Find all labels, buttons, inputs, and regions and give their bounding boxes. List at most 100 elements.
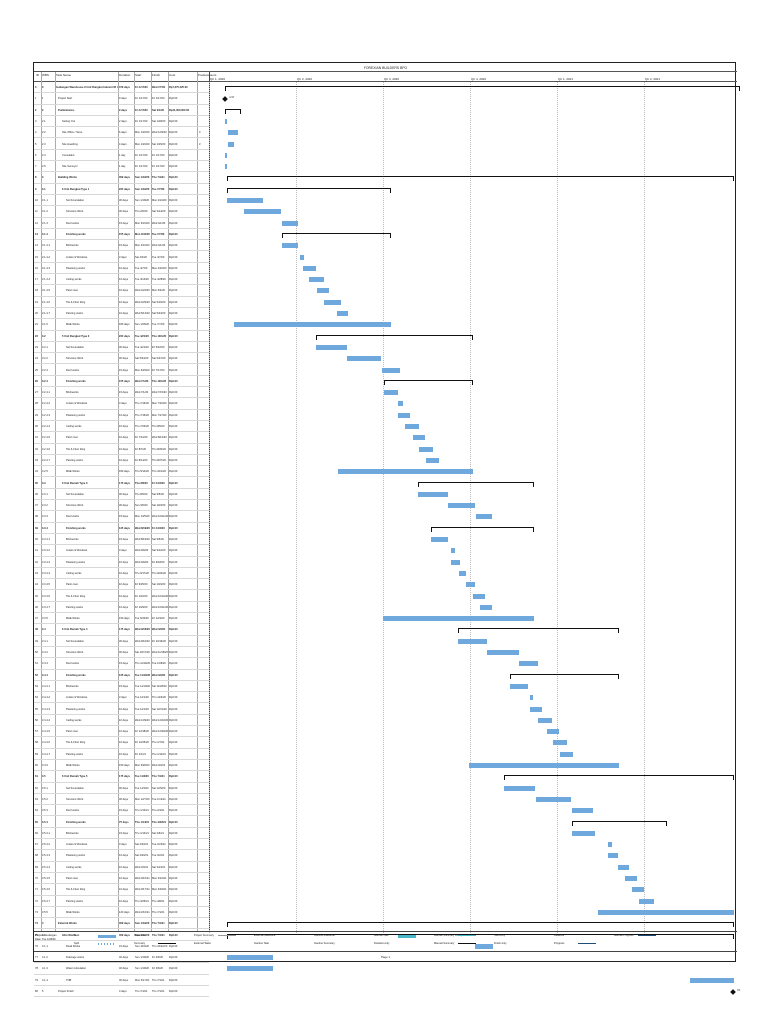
task-bar[interactable] [227, 955, 274, 961]
task-bar[interactable] [624, 876, 638, 881]
task-bar[interactable] [244, 209, 281, 215]
task-bar[interactable] [510, 683, 529, 689]
task-row[interactable]: 45 3.3.4.6 Tile & Floor tiling 10 days Fri 1… [34, 591, 209, 602]
task-row[interactable]: 0 0 Gudangan Warehouse 9 Unit Rungkut Indu… [34, 82, 209, 94]
task-row[interactable]: 30 3.2.4.4 Ceiling works 10 days Thu 7/23/20… [34, 421, 209, 433]
task-row[interactable]: 17 3.1.4.4 Ceiling works 10 days Tue 4/14/20… [34, 274, 209, 286]
summary-bar[interactable] [457, 628, 620, 634]
task-bar[interactable] [458, 570, 467, 576]
task-row[interactable]: 57 3.4.4.5 Paint coat 10 days Fri 12/18/20 We… [34, 726, 209, 738]
task-bar[interactable] [639, 898, 654, 904]
task-bar[interactable] [572, 808, 594, 814]
task-bar[interactable] [503, 785, 536, 791]
task-row[interactable]: 74 4 External Works 359 days Sun 1/19/20 Thu … [34, 918, 209, 930]
task-row[interactable]: 39 3.3.4 Finishing works 125 days Wed 8/19/2… [34, 523, 209, 534]
summary-bar[interactable] [227, 176, 734, 182]
task-row[interactable]: 46 3.3.4.7 Painting works 10 days Fri 10/9/2… [34, 602, 209, 614]
task-row[interactable]: 42 3.3.4.3 Plastering works 10 days Wed 9/9/… [34, 557, 209, 568]
task-row[interactable]: 69 3.5.4.4 Ceiling works 10 days Wed 3/3/21 S… [34, 862, 209, 873]
task-row[interactable]: 3 2.1 Setting Out 2 days Fri 1/17/20 Sat 1/18… [34, 116, 209, 128]
task-row[interactable]: 44 3.3.4.5 Paint coat 10 days Fri 9/25/20 Sat… [34, 579, 209, 591]
task-row[interactable]: 26 3.2.4 Finishing works 155 days Wed 7/1/20… [34, 376, 209, 388]
task-row[interactable]: 33 3.2.4.7 Painting works 10 days Fri 8/14/2… [34, 455, 209, 467]
task-row[interactable]: 55 3.4.4.3 Plastering works 10 days Tue 12/1… [34, 704, 209, 715]
task-bar[interactable] [418, 491, 449, 497]
task-bar[interactable] [227, 198, 263, 203]
task-bar[interactable] [530, 706, 542, 712]
task-row[interactable]: 41 3.3.4.2 Lintels & Windows 3 days Wed 9/9/… [34, 545, 209, 557]
task-row[interactable]: 48 3.4 6 Unit Rumah Type 4 175 days Wed 9/16… [34, 624, 209, 636]
task-row[interactable]: 36 3.3.1 Soil Foundation 30 days Thu 8/6/20 S… [34, 489, 209, 501]
task-bar[interactable] [559, 751, 574, 757]
summary-bar[interactable] [225, 108, 241, 114]
task-bar[interactable] [450, 559, 461, 565]
task-row[interactable]: 59 3.4.4.7 Painting works 10 days Fri 1/1/21… [34, 749, 209, 760]
task-row[interactable]: 24 3.2.2 Structure Work 30 days Sat 5/23/20 S… [34, 353, 209, 365]
task-row[interactable]: 9 3.1 6 Unit Rungkut Type 1 224 days Sun 1/1… [34, 184, 209, 195]
task-row[interactable]: 10 3.1.1 Soil Foundation 30 days Sun 1/19/20… [34, 195, 209, 207]
task-bar[interactable] [383, 616, 535, 622]
task-row[interactable]: 6 2.4 Consultant 1 day Fri 1/17/20 Fri 1/17/2… [34, 150, 209, 162]
task-row[interactable]: 56 3.4.4.4 Ceiling works 10 days Wed 12/9/20… [34, 715, 209, 727]
task-row[interactable]: 25 3.2.3 Roof works 15 days Mon 6/29/20 Fri 7… [34, 365, 209, 376]
task-row[interactable]: 1 1 Project Start 0 days Fri 1/17/20 Fri 1/17… [34, 93, 209, 105]
task-row[interactable]: 13 3.1.4 Finishing works 155 days Mon 3/16/2… [34, 229, 209, 241]
task-row[interactable]: 37 3.3.2 Structure Work 30 days Sun 9/6/20 Sa… [34, 500, 209, 512]
task-row[interactable]: 65 3.5.4 Finishing works 75 days Thu 1/14/21… [34, 817, 209, 828]
task-bar[interactable] [227, 966, 274, 972]
task-bar[interactable] [450, 548, 455, 554]
task-bar[interactable] [302, 265, 317, 271]
task-bar[interactable] [518, 661, 538, 667]
task-bar[interactable] [398, 401, 404, 407]
summary-bar[interactable] [384, 379, 473, 385]
summary-bar[interactable] [227, 922, 734, 928]
task-row[interactable]: 72 3.5.4.7 Painting works 10 days Thu 3/25/2… [34, 896, 209, 907]
task-bar[interactable] [299, 254, 304, 260]
task-bar[interactable] [607, 842, 612, 848]
task-bar[interactable] [631, 887, 645, 893]
task-bar[interactable] [384, 390, 399, 396]
task-row[interactable]: 61 3.5 6 Unit Rumah Type 5 175 days Tue 11/3… [34, 771, 209, 783]
task-row[interactable]: 12 3.1.3 Roof works 15 days Mon 3/16/20 Wed 4… [34, 218, 209, 229]
task-row[interactable]: 62 3.5.1 Soil Foundation 30 days Tue 11/3/20… [34, 783, 209, 794]
task-row[interactable]: 68 3.5.4.3 Plastering works 10 days Sat 2/20… [34, 850, 209, 862]
task-bar[interactable] [323, 299, 341, 305]
task-row[interactable]: 80 5 Project Finish 0 days Thu 7/1/21 Thu 7/1… [34, 986, 209, 998]
task-row[interactable]: 29 3.2.4.3 Plastering works 10 days Thu 7/16… [34, 410, 209, 421]
task-row[interactable]: 21 3.1.5 M&E Works 180 days Sun 1/26/20 Tue 7… [34, 319, 209, 331]
task-bar[interactable] [572, 830, 596, 836]
task-row[interactable]: 7 2.5 Site Surveyor 1 day Fri 1/17/20 Fri 1/1… [34, 161, 209, 173]
task-bar[interactable] [546, 729, 559, 735]
task-bar[interactable] [607, 853, 619, 859]
task-bar[interactable] [398, 412, 410, 418]
task-row[interactable]: 5 2.3 Site Hoarding 4 days Mon 1/20/20 Sat 1/… [34, 139, 209, 150]
task-row[interactable]: 51 3.4.3 Roof works 15 days Thu 11/19/20 Tue … [34, 658, 209, 670]
task-bar[interactable] [233, 322, 391, 328]
task-row[interactable]: 73 3.5.5 M&E Works 120 days Wed 2/10/21 Thu 7… [34, 907, 209, 919]
task-row[interactable]: 52 3.4.4 Finishing works 125 days Tue 11/10/… [34, 670, 209, 681]
task-row[interactable]: 64 3.5.3 Roof works 15 days Thu 1/14/21 Thu 2… [34, 805, 209, 817]
summary-bar[interactable] [227, 933, 734, 939]
task-row[interactable]: 27 3.2.4.1 Brickworks 15 days Wed 7/1/20 Wed … [34, 387, 209, 399]
task-bar[interactable] [225, 118, 228, 124]
task-row[interactable]: 53 3.4.4.1 Brickworks 15 days Tue 11/10/20 Sa… [34, 681, 209, 693]
task-bar[interactable] [419, 446, 433, 452]
summary-bar[interactable] [281, 232, 391, 238]
task-bar[interactable] [530, 695, 534, 701]
task-row[interactable]: 47 3.3.5 M&E Works 150 days Tue 6/30/20 Fri 1… [34, 613, 209, 625]
task-row[interactable]: 50 3.4.2 Structure Work 30 days Sat 10/17/20… [34, 647, 209, 659]
task-row[interactable]: 18 3.1.4.5 Paint coat 10 days Wed 4/22/20 Mon… [34, 285, 209, 297]
task-row[interactable]: 40 3.3.4.1 Brickworks 15 days Wed 8/19/20 Sat… [34, 534, 209, 546]
task-bar[interactable] [474, 943, 493, 949]
task-row[interactable]: 2 2 Preliminaries 9 days Fri 1/17/20 Sat 2/1/… [34, 105, 209, 116]
task-row[interactable]: 78 4.1.3 Water reticulation 40 days Sun 1/19… [34, 963, 209, 975]
task-row[interactable]: 22 3.2 5 Unit Rungkut Type 2 224 days Tue 4/… [34, 331, 209, 342]
task-bar[interactable] [618, 864, 629, 870]
milestone-marker[interactable] [222, 95, 229, 102]
task-row[interactable]: 35 3.3 6 Unit Rumah Type 3 175 days Thu 8/6/… [34, 478, 209, 489]
summary-bar[interactable] [225, 86, 740, 91]
task-row[interactable]: 20 3.1.4.7 Painting works 10 days Wed 5/13/2… [34, 308, 209, 320]
task-row[interactable]: 49 3.4.1 Soil Foundation 30 days Wed 9/16/20… [34, 636, 209, 647]
task-bar[interactable] [430, 537, 449, 542]
task-bar[interactable] [426, 457, 440, 463]
